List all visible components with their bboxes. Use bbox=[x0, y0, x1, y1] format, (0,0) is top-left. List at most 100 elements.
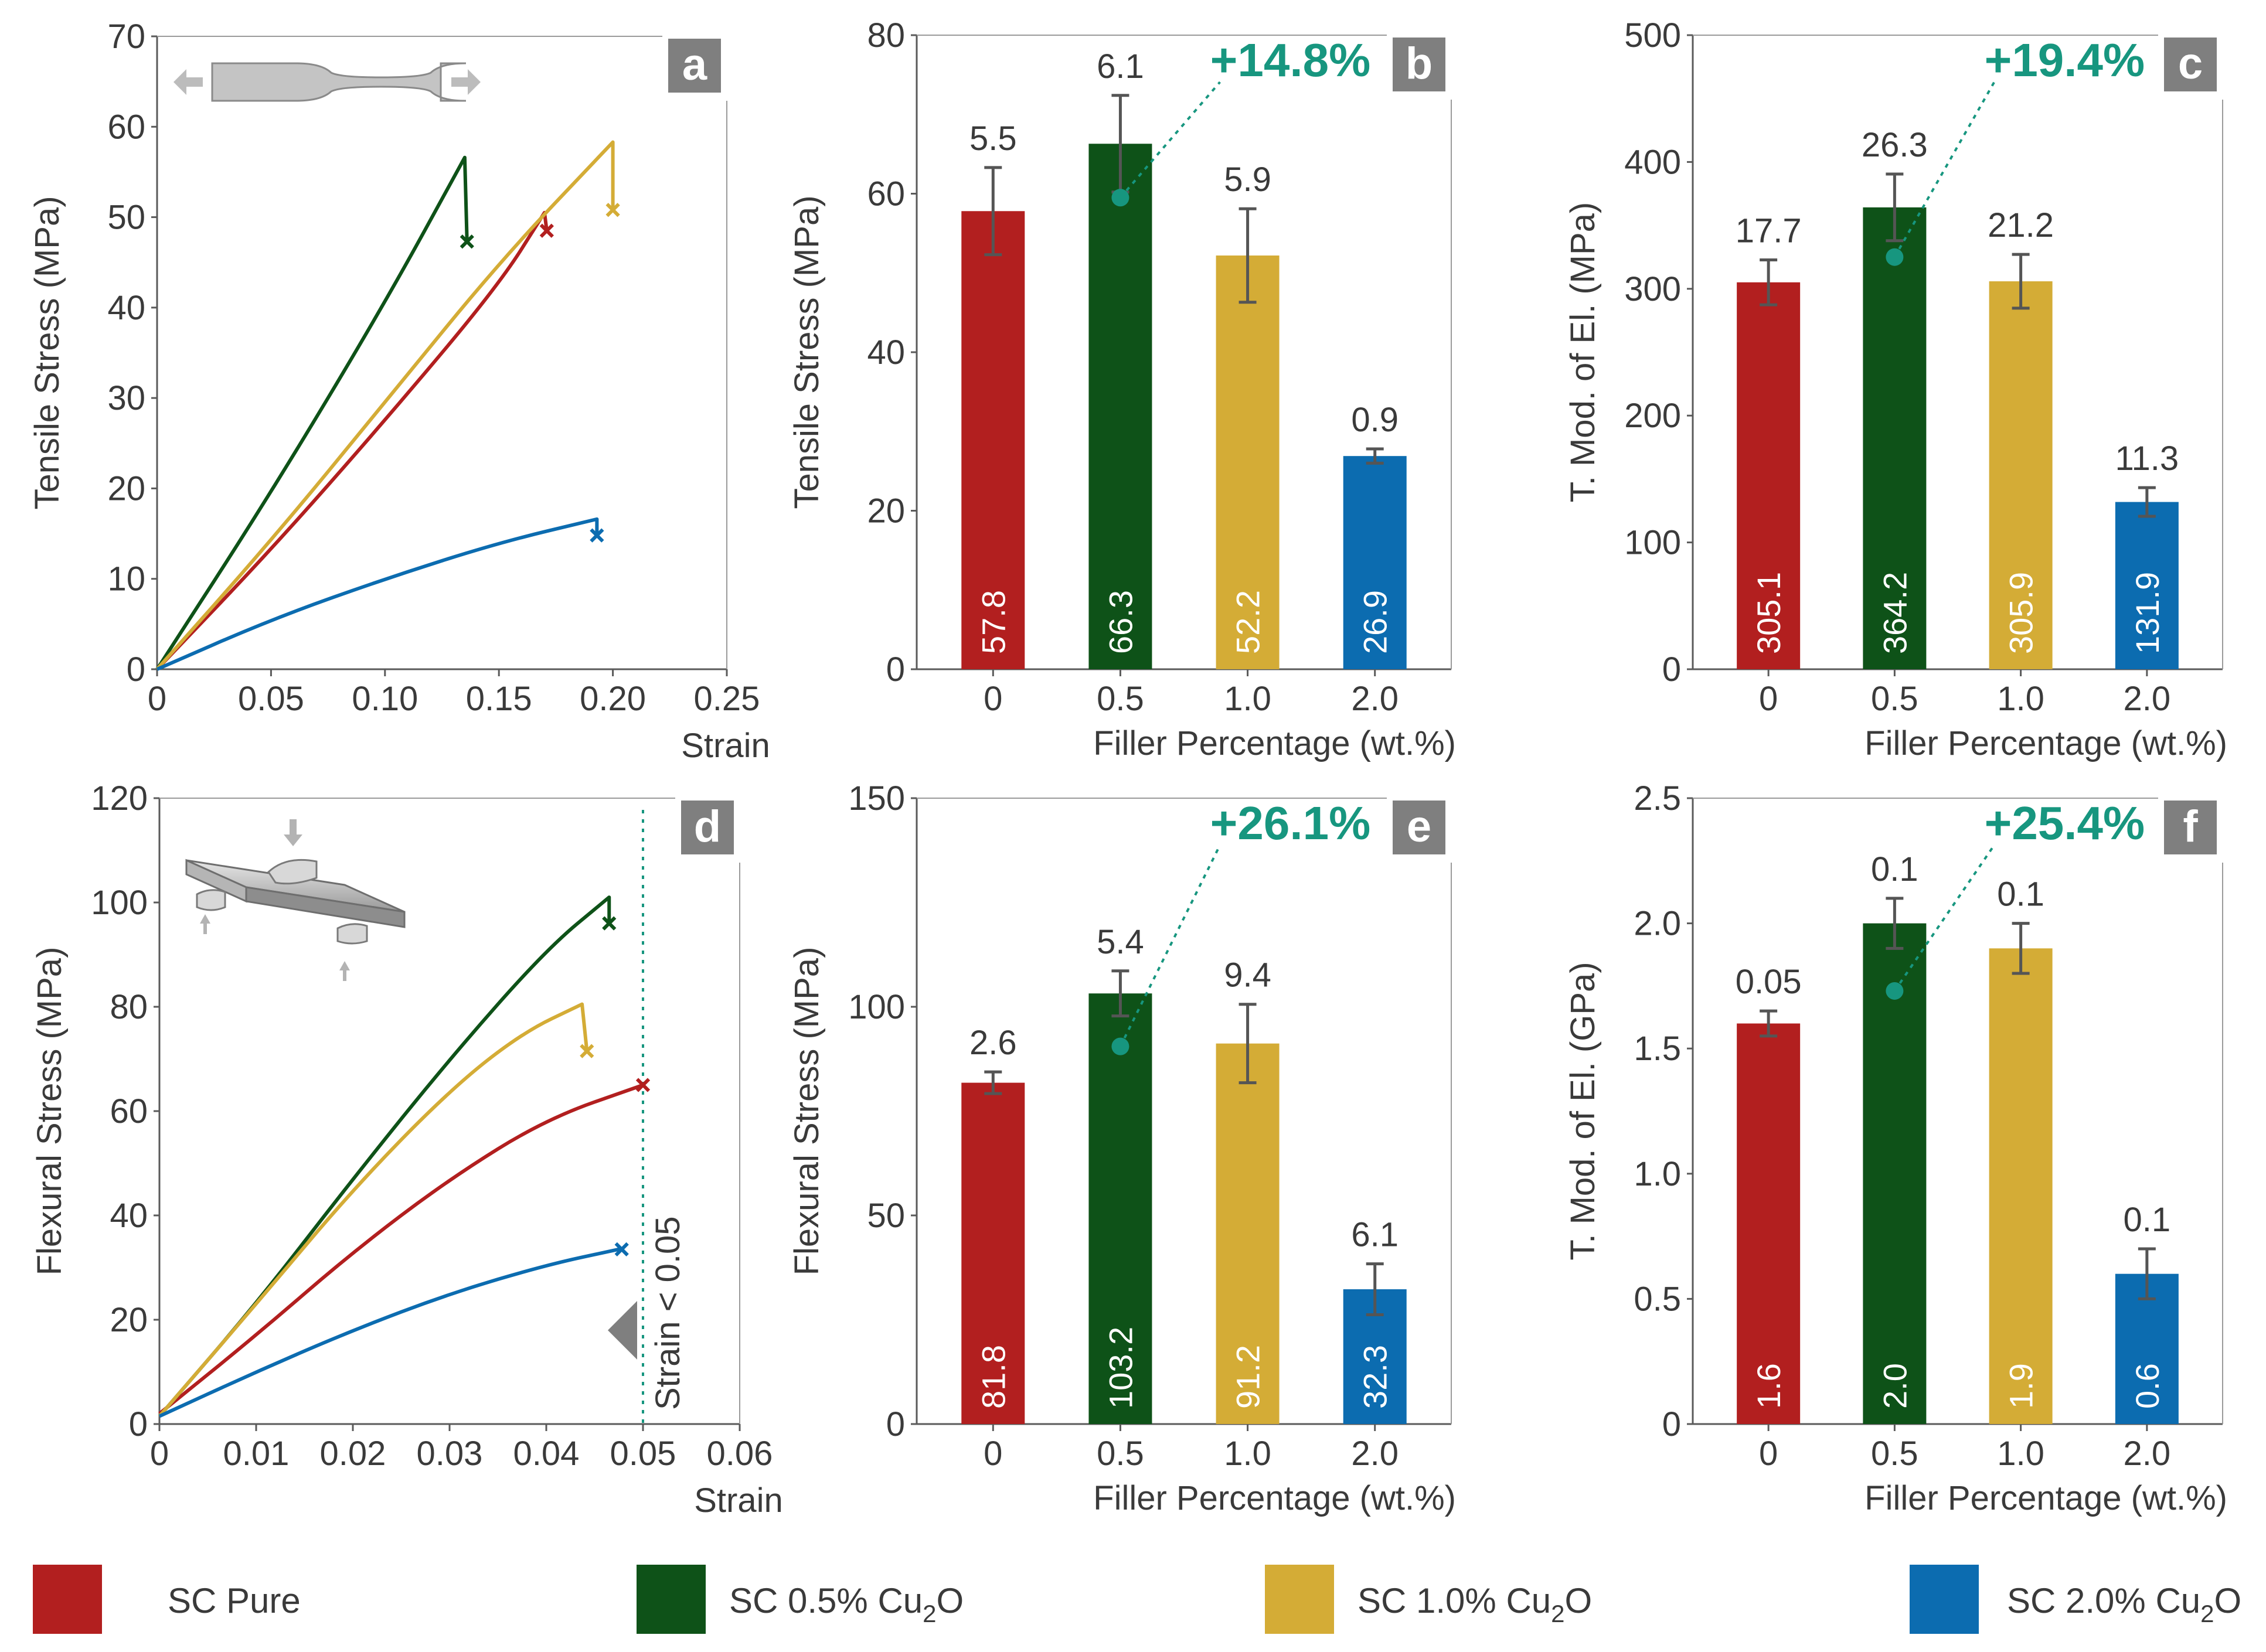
y-tick-label: 150 bbox=[848, 779, 905, 818]
legend-swatch-pure bbox=[33, 1565, 102, 1634]
bar-value-label: 66.3 bbox=[1102, 590, 1139, 654]
error-label: 0.1 bbox=[2124, 1201, 2171, 1239]
y-tick-label: 20 bbox=[107, 469, 145, 507]
bar-value-label: 81.8 bbox=[975, 1345, 1012, 1409]
panel-badge-d bbox=[681, 801, 734, 854]
bar-0.5 bbox=[1088, 993, 1152, 1424]
panel-badge-f bbox=[2164, 801, 2217, 854]
annotation-leader bbox=[1893, 844, 1996, 992]
y-tick-label: 0 bbox=[1662, 1405, 1681, 1443]
failure-marker-c20 bbox=[590, 528, 604, 543]
x-tick-label: 0.01 bbox=[223, 1435, 290, 1473]
improvement-label: +19.4% bbox=[1985, 34, 2145, 86]
chart-e: 0 50 100 150 Flexural Stress (MPa) 2.6 81.8 0 5.… bbox=[788, 779, 1456, 1517]
bar-value-label: 1.9 bbox=[2003, 1363, 2040, 1409]
error-label: 0.1 bbox=[1871, 850, 1918, 888]
y-tick-label: 0 bbox=[129, 1405, 148, 1443]
panel-badge-a bbox=[668, 39, 721, 93]
legend-label-c10: SC 1.0% Cu2O bbox=[1357, 1581, 1592, 1627]
legend: SC Pure SC 0.5% Cu2O SC 1.0% Cu2O SC 2.0… bbox=[33, 1565, 2241, 1634]
x-tick-label: 0.5 bbox=[1871, 1435, 1918, 1473]
bar-0.5 bbox=[1088, 144, 1152, 670]
x-axis-label: Strain bbox=[694, 1481, 783, 1520]
error-label: 5.5 bbox=[969, 120, 1017, 158]
bar-value-label: 57.8 bbox=[975, 590, 1012, 654]
bar-2.0 bbox=[2115, 502, 2179, 669]
flexural-test-illustration bbox=[185, 819, 406, 981]
bar-value-label: 1.6 bbox=[1750, 1363, 1787, 1409]
x-tick-label: 0.5 bbox=[1097, 1435, 1144, 1473]
x-tick-label: 0 bbox=[984, 1435, 1002, 1473]
panel-badge-label-b: b bbox=[1406, 39, 1433, 88]
x-tick-label: 0.04 bbox=[513, 1435, 580, 1473]
strain-limit-label: Strain < 0.05 bbox=[649, 1217, 687, 1411]
failure-marker-c05 bbox=[460, 234, 474, 249]
panel-badge-label-e: e bbox=[1407, 802, 1431, 851]
error-label: 26.3 bbox=[1862, 126, 1928, 164]
panels: 0 10 20 30 40 50 60 70 Tensile Stress (MPa) 0 0.05… bbox=[28, 16, 2227, 1520]
y-tick-label: 0 bbox=[127, 650, 145, 689]
y-axis-label: Tensile Stress (MPa) bbox=[788, 195, 826, 509]
legend-swatch-c05 bbox=[637, 1565, 706, 1634]
annotation-marker bbox=[1886, 248, 1904, 266]
legend-label-c20: SC 2.0% Cu2O bbox=[2007, 1581, 2241, 1627]
y-tick-label: 0.5 bbox=[1634, 1280, 1681, 1318]
series-line-c20 bbox=[158, 1247, 622, 1418]
y-tick-label: 50 bbox=[107, 199, 145, 237]
y-axis-label: T. Mod. of El. (MPa) bbox=[1564, 202, 1602, 502]
annotation-leader bbox=[1893, 81, 1996, 258]
x-tick-label: 0.20 bbox=[580, 680, 646, 718]
x-tick-label: 2.0 bbox=[1351, 680, 1399, 718]
error-label: 0.9 bbox=[1351, 401, 1399, 439]
error-label: 2.6 bbox=[969, 1024, 1017, 1062]
failure-marker-c05 bbox=[602, 916, 617, 931]
bar-0.5 bbox=[1863, 207, 1927, 669]
legend-label-c05: SC 0.5% Cu2O bbox=[729, 1581, 964, 1627]
bar-value-label: 364.2 bbox=[1876, 572, 1913, 654]
y-tick-label: 300 bbox=[1624, 270, 1681, 308]
y-tick-label: 1.5 bbox=[1634, 1030, 1681, 1068]
y-tick-label: 60 bbox=[110, 1092, 148, 1130]
x-tick-label: 0.05 bbox=[610, 1435, 676, 1473]
x-tick-label: 0.10 bbox=[352, 680, 418, 718]
tensile-specimen-illustration bbox=[173, 62, 481, 102]
y-tick-label: 100 bbox=[91, 884, 148, 922]
series-line-c10 bbox=[158, 1002, 589, 1418]
series-line-c20 bbox=[156, 517, 599, 671]
annotation-marker bbox=[1111, 189, 1129, 207]
bar-0.5 bbox=[1863, 923, 1927, 1424]
error-label: 9.4 bbox=[1224, 956, 1271, 994]
chart-f: 0 0.5 1.0 1.5 2.0 2.5 T. Mod. of El. (GPa) 0.05… bbox=[1564, 779, 2227, 1517]
x-axis-label: Filler Percentage (wt.%) bbox=[1864, 724, 2227, 762]
y-tick-label: 70 bbox=[107, 18, 145, 56]
x-tick-label: 0 bbox=[148, 680, 166, 718]
x-tick-label: 1.0 bbox=[1997, 1435, 2044, 1473]
y-tick-label: 60 bbox=[107, 108, 145, 146]
panel-badge-c bbox=[2164, 38, 2217, 91]
y-tick-label: 80 bbox=[110, 988, 148, 1026]
bar-value-label: 32.3 bbox=[1357, 1345, 1394, 1409]
bar-2.0 bbox=[1343, 456, 1407, 669]
y-axis-label: T. Mod. of El. (GPa) bbox=[1564, 962, 1602, 1260]
bar-value-label: 305.1 bbox=[1750, 572, 1787, 654]
y-tick-label: 120 bbox=[91, 779, 148, 818]
error-label: 5.4 bbox=[1097, 923, 1144, 961]
panel-badge-label-c: c bbox=[2178, 39, 2203, 88]
failure-marker-c10 bbox=[605, 203, 620, 217]
y-tick-label: 20 bbox=[110, 1301, 148, 1339]
chart-a: 0 10 20 30 40 50 60 70 Tensile Stress (MPa) 0 0.05… bbox=[28, 18, 770, 765]
error-label: 5.9 bbox=[1224, 161, 1271, 199]
improvement-label: +25.4% bbox=[1985, 797, 2145, 849]
bar-value-label: 131.9 bbox=[2129, 572, 2166, 654]
error-label: 6.1 bbox=[1097, 47, 1144, 86]
failure-marker-c20 bbox=[614, 1242, 629, 1256]
bar-value-label: 305.9 bbox=[2003, 572, 2040, 654]
y-axis-label: Flexural Stress (MPa) bbox=[30, 947, 69, 1276]
legend-label-pure: SC Pure bbox=[168, 1581, 301, 1620]
x-tick-label: 1.0 bbox=[1224, 680, 1271, 718]
x-tick-label: 0 bbox=[150, 1435, 169, 1473]
x-tick-label: 0.03 bbox=[417, 1435, 483, 1473]
panel-badge-e bbox=[1393, 801, 1445, 854]
x-tick-label: 0 bbox=[1759, 680, 1778, 718]
y-tick-label: 200 bbox=[1624, 397, 1681, 435]
